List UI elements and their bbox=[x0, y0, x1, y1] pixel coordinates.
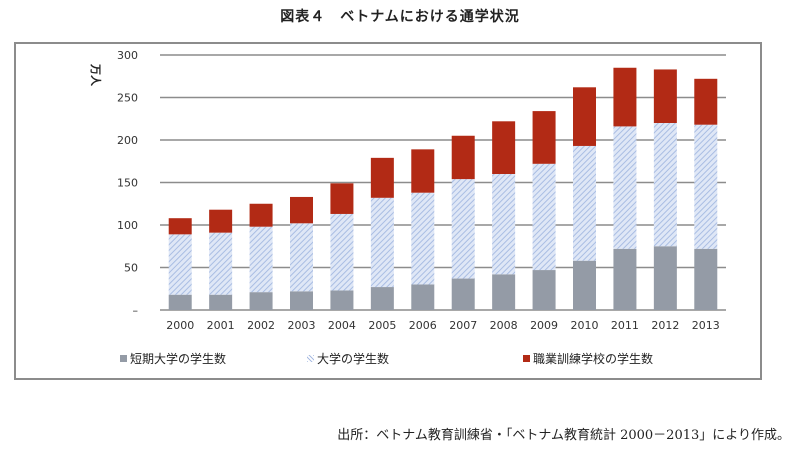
x-tick-label: 2003 bbox=[288, 319, 316, 332]
bar-junior-college bbox=[532, 270, 556, 310]
bar-vocational bbox=[573, 87, 596, 146]
bar-junior-college bbox=[694, 248, 718, 310]
legend-label-vocational: 職業訓練学校の学生数 bbox=[533, 352, 654, 366]
bar-university bbox=[613, 126, 637, 249]
y-tick-label: 150 bbox=[117, 177, 138, 190]
bar-vocational bbox=[411, 149, 435, 193]
bar-university bbox=[168, 234, 192, 295]
legend-label-junior-college: 短期大学の学生数 bbox=[130, 352, 227, 366]
bar-junior-college bbox=[492, 274, 516, 310]
bar-junior-college bbox=[411, 284, 435, 310]
bar-junior-college bbox=[209, 294, 233, 310]
legend-swatch-university bbox=[307, 355, 314, 362]
bar-junior-college bbox=[451, 278, 475, 310]
bar-junior-college bbox=[330, 290, 354, 310]
x-tick-label: 2011 bbox=[611, 319, 639, 332]
bar-junior-college bbox=[653, 246, 677, 310]
bar-junior-college bbox=[290, 291, 313, 310]
x-tick-label: 2000 bbox=[166, 319, 194, 332]
source-note: 出所：ベトナム教育訓練省・「ベトナム教育統計 2000－2013」により作成。 bbox=[337, 428, 790, 443]
x-tick-label: 2010 bbox=[571, 319, 599, 332]
bar-junior-college bbox=[613, 248, 637, 310]
legend-swatch-junior-college bbox=[120, 355, 127, 362]
bar-university bbox=[653, 123, 677, 247]
x-tick-label: 2006 bbox=[409, 319, 437, 332]
bar-university bbox=[249, 226, 273, 293]
bar-vocational bbox=[653, 69, 677, 123]
bar-university bbox=[370, 197, 394, 288]
bar-junior-college bbox=[573, 260, 596, 310]
x-tick-label: 2002 bbox=[247, 319, 275, 332]
bar-vocational bbox=[492, 121, 516, 174]
x-tick-label: 2008 bbox=[490, 319, 518, 332]
bar-university bbox=[573, 145, 596, 261]
y-tick-label: 250 bbox=[117, 92, 138, 105]
x-tick-label: 2012 bbox=[651, 319, 679, 332]
y-tick-label: – bbox=[133, 304, 139, 317]
legend-item-junior-college: 短期大学の学生数 bbox=[120, 350, 226, 367]
bar-university bbox=[694, 124, 718, 249]
bar-university bbox=[290, 223, 313, 292]
bar-university bbox=[451, 179, 475, 279]
bar-vocational bbox=[451, 135, 475, 180]
y-tick-label: 100 bbox=[117, 219, 138, 232]
y-tick-label: 200 bbox=[117, 134, 138, 147]
y-axis-label: 万人 bbox=[89, 63, 103, 87]
y-tick-label: 50 bbox=[124, 262, 138, 275]
legend-item-university: 大学の学生数 bbox=[307, 350, 389, 367]
x-tick-label: 2013 bbox=[692, 319, 720, 332]
bar-vocational bbox=[209, 209, 233, 233]
bar-vocational bbox=[694, 78, 718, 125]
bar-junior-college bbox=[249, 292, 273, 310]
legend-swatch-vocational bbox=[523, 355, 530, 362]
bar-junior-college bbox=[370, 287, 394, 310]
bar-university bbox=[492, 174, 516, 275]
x-tick-label: 2004 bbox=[328, 319, 356, 332]
bar-vocational bbox=[370, 157, 394, 198]
bar-vocational bbox=[532, 111, 556, 164]
x-tick-label: 2001 bbox=[207, 319, 235, 332]
legend-item-vocational: 職業訓練学校の学生数 bbox=[523, 350, 653, 367]
chart-title: 図表４ ベトナムにおける通学状況 bbox=[280, 9, 520, 25]
bar-university bbox=[209, 232, 233, 295]
bar-vocational bbox=[290, 196, 313, 224]
bar-vocational bbox=[330, 183, 354, 214]
bar-vocational bbox=[613, 67, 637, 127]
bar-junior-college bbox=[168, 294, 192, 310]
bar-vocational bbox=[168, 218, 192, 235]
y-tick-label: 300 bbox=[117, 49, 138, 62]
bar-university bbox=[411, 192, 435, 285]
bar-vocational bbox=[249, 203, 273, 227]
bar-university bbox=[532, 163, 556, 271]
x-tick-label: 2009 bbox=[530, 319, 558, 332]
bar-university bbox=[330, 213, 354, 291]
legend-label-university: 大学の学生数 bbox=[317, 352, 390, 366]
x-tick-label: 2005 bbox=[368, 319, 396, 332]
x-tick-label: 2007 bbox=[449, 319, 477, 332]
